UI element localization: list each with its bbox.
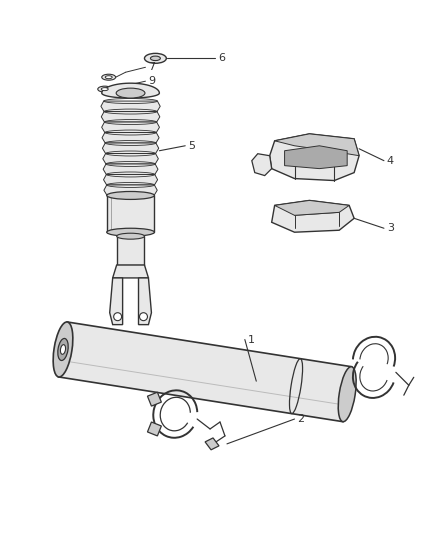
Polygon shape: [117, 236, 145, 265]
Polygon shape: [275, 200, 349, 215]
Ellipse shape: [338, 367, 356, 422]
Polygon shape: [101, 101, 160, 111]
Polygon shape: [110, 278, 123, 325]
Polygon shape: [272, 200, 354, 232]
Text: 2: 2: [297, 414, 304, 424]
Polygon shape: [59, 322, 352, 422]
Ellipse shape: [107, 191, 155, 199]
Ellipse shape: [98, 86, 112, 92]
Polygon shape: [101, 111, 160, 122]
Polygon shape: [104, 185, 157, 196]
Text: 6: 6: [218, 53, 225, 63]
Ellipse shape: [140, 313, 148, 321]
Ellipse shape: [107, 228, 155, 236]
Polygon shape: [113, 265, 148, 278]
Ellipse shape: [105, 76, 112, 79]
Text: 9: 9: [148, 76, 155, 86]
Polygon shape: [107, 196, 155, 232]
Ellipse shape: [53, 322, 73, 377]
Text: 1: 1: [248, 335, 255, 344]
Polygon shape: [102, 133, 159, 143]
Polygon shape: [275, 134, 359, 156]
Ellipse shape: [60, 345, 66, 354]
Polygon shape: [102, 122, 159, 133]
Polygon shape: [102, 83, 159, 98]
Text: 5: 5: [188, 141, 195, 151]
Ellipse shape: [58, 338, 68, 360]
Ellipse shape: [102, 74, 116, 80]
Polygon shape: [102, 143, 159, 154]
Polygon shape: [270, 134, 359, 181]
Text: 4: 4: [387, 156, 394, 166]
Polygon shape: [148, 422, 161, 436]
Ellipse shape: [114, 313, 122, 321]
Ellipse shape: [116, 88, 145, 98]
Polygon shape: [252, 154, 272, 175]
Polygon shape: [205, 438, 219, 450]
Polygon shape: [103, 174, 158, 185]
Text: 7: 7: [148, 62, 155, 72]
Ellipse shape: [145, 53, 166, 63]
Polygon shape: [103, 154, 159, 164]
Text: 3: 3: [387, 223, 394, 233]
Ellipse shape: [117, 233, 145, 239]
Polygon shape: [138, 278, 152, 325]
Polygon shape: [103, 164, 158, 174]
Polygon shape: [148, 392, 161, 406]
Ellipse shape: [101, 87, 108, 91]
Ellipse shape: [150, 56, 160, 61]
Polygon shape: [285, 146, 347, 168]
